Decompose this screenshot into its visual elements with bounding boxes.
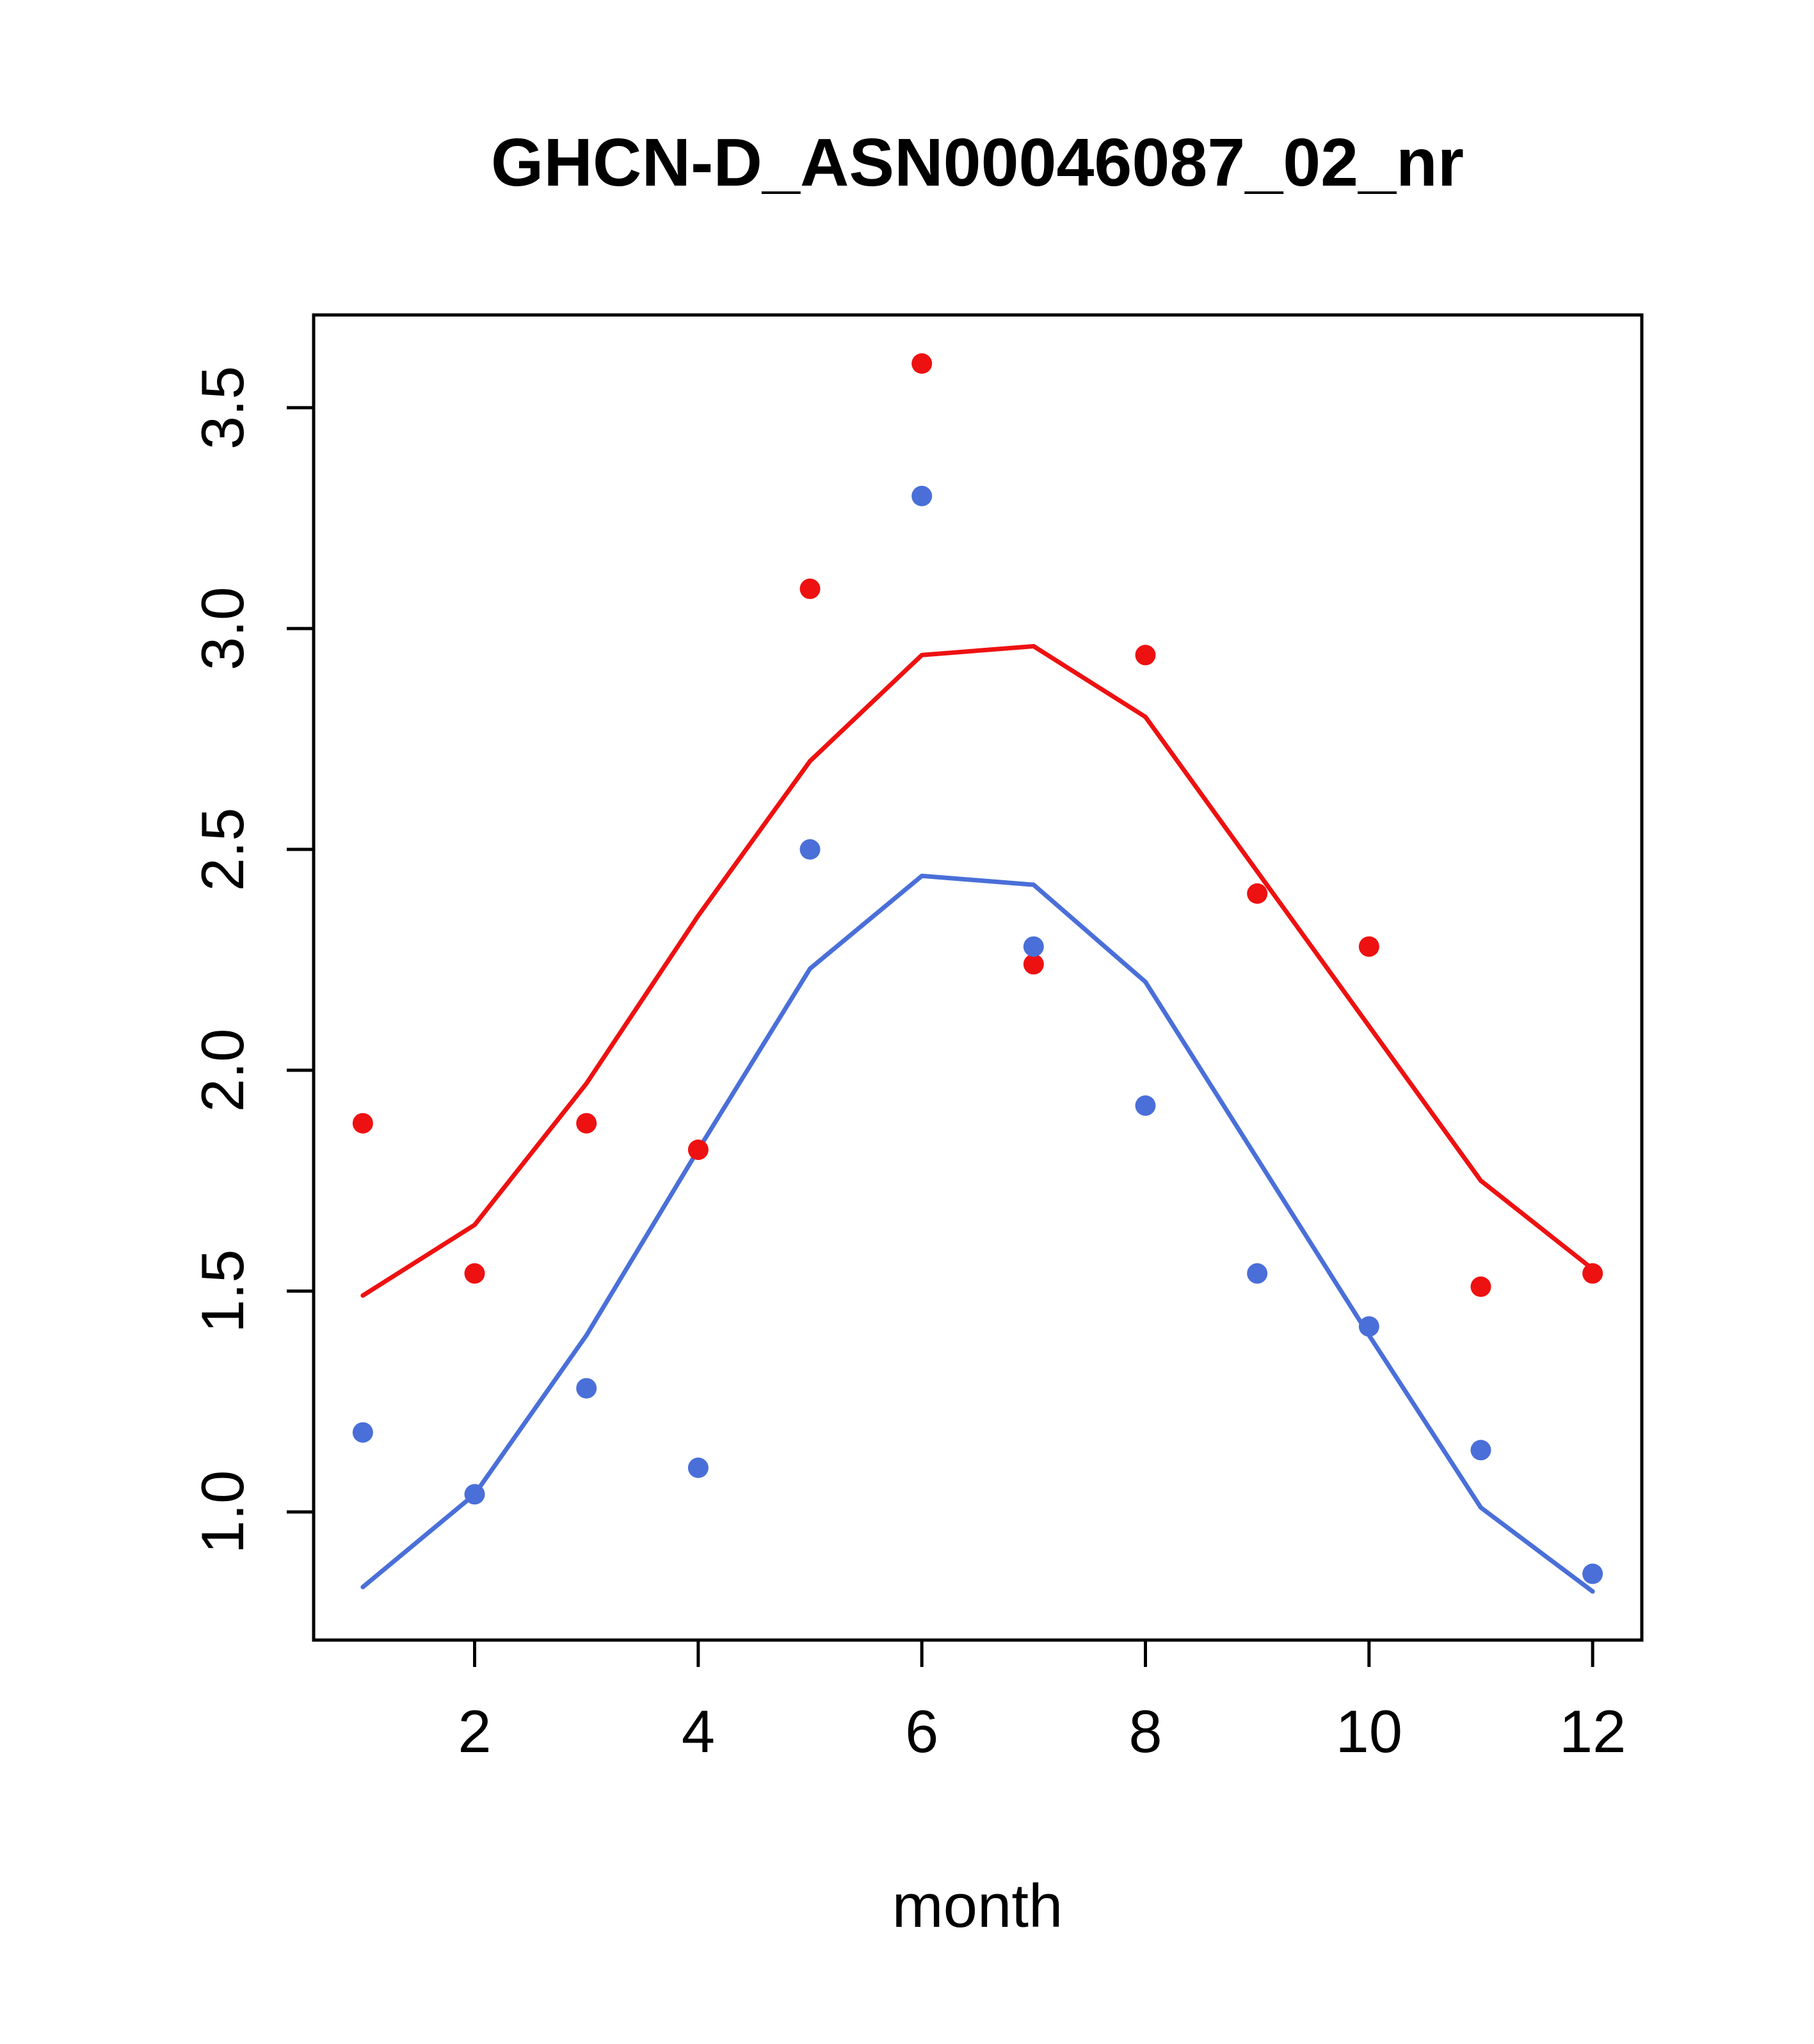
blue-points-marker xyxy=(1023,936,1044,957)
red-points-marker xyxy=(687,1139,709,1161)
x-tick-label: 12 xyxy=(1559,1698,1626,1765)
blue-points xyxy=(352,485,1603,1584)
y-tick-label: 1.0 xyxy=(189,1470,256,1554)
red-points-marker xyxy=(799,578,821,599)
blue-points-marker xyxy=(1358,1316,1379,1337)
y-tick-label: 2.5 xyxy=(189,808,256,892)
x-tick-label: 10 xyxy=(1336,1698,1403,1765)
x-tick-label: 8 xyxy=(1128,1698,1162,1765)
red-points-marker xyxy=(576,1113,597,1134)
blue-points-marker xyxy=(1135,1095,1156,1116)
x-tick-label: 6 xyxy=(905,1698,938,1765)
blue-points-marker xyxy=(576,1378,597,1399)
axes-layer: 2 4 6 8 10 12 1.0 1.5 2.0 2.5 3.0 3.5 xyxy=(189,313,1644,1765)
red-points-marker xyxy=(1470,1276,1491,1297)
blue-line xyxy=(360,873,1595,1594)
y-tick-label: 1.5 xyxy=(189,1250,256,1333)
blue-points-marker xyxy=(911,485,933,506)
red-line xyxy=(360,644,1595,1298)
x-tick-label: 2 xyxy=(458,1698,491,1765)
x-tick-label: 4 xyxy=(682,1698,715,1765)
red-points xyxy=(352,353,1603,1297)
plot-border xyxy=(312,313,1644,1642)
blue-points-marker xyxy=(687,1457,709,1478)
red-points-marker xyxy=(1023,954,1044,975)
red-points-marker xyxy=(1135,645,1156,666)
blue-points-marker xyxy=(1582,1563,1603,1584)
chart-title: GHCN-D_ASN00046087_02_nr xyxy=(491,125,1464,200)
blue-points-marker xyxy=(1470,1440,1491,1461)
y-tick-label: 3.0 xyxy=(189,587,256,671)
red-points-marker xyxy=(1582,1263,1603,1284)
red-points-marker xyxy=(1358,936,1379,957)
red-points-marker xyxy=(352,1113,373,1134)
y-tick-label: 2.0 xyxy=(189,1029,256,1113)
y-tick-label: 3.5 xyxy=(189,366,256,450)
blue-points-marker xyxy=(352,1422,373,1443)
blue-points-marker xyxy=(799,839,821,860)
series-layer xyxy=(352,353,1603,1594)
red-points-marker xyxy=(1247,883,1268,904)
x-axis-title: month xyxy=(892,1872,1063,1940)
red-points-marker xyxy=(911,353,933,374)
blue-points-marker xyxy=(1247,1263,1268,1284)
red-points-marker xyxy=(464,1263,485,1284)
blue-points-marker xyxy=(464,1484,485,1505)
